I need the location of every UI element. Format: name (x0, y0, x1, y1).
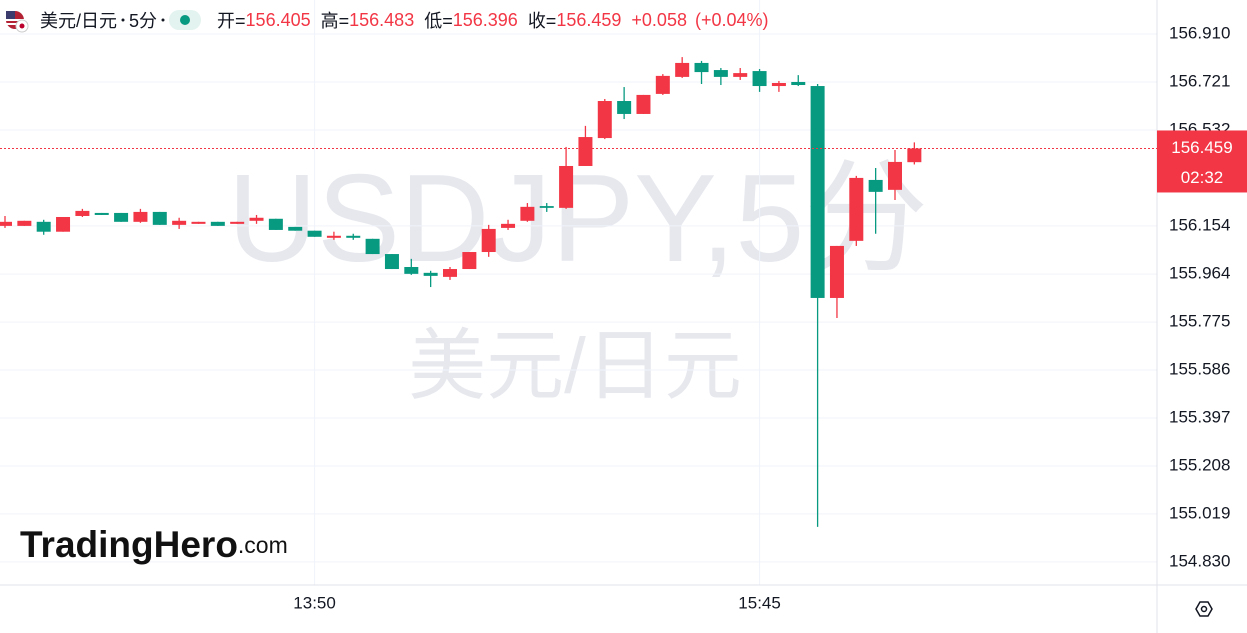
price-label: 156.459 (1171, 138, 1232, 157)
low-label: 低= (424, 11, 453, 31)
change: +0.058 (631, 9, 687, 30)
candle-body (520, 206, 535, 221)
candle-body (443, 269, 457, 277)
candle-body (655, 75, 670, 94)
y-tick-label: 156.154 (1169, 215, 1230, 234)
close-value: 156.459 (556, 9, 622, 30)
candle-body (501, 223, 516, 228)
candle-body (384, 254, 399, 270)
candle-body (346, 235, 361, 238)
candle-body (888, 161, 902, 190)
candle-body (462, 252, 477, 270)
close-label: 收= (527, 11, 557, 31)
candle-body (539, 206, 554, 208)
change-percent: (+0.04%) (694, 9, 769, 30)
candle-body (791, 81, 806, 86)
open-value: 156.405 (245, 9, 311, 30)
settings-button[interactable] (1195, 601, 1213, 617)
legend-bar: 美元/日元 5分 开= 156.405 高= 156.483 低= 156.39… (0, 6, 769, 34)
candle-body (133, 211, 148, 222)
high-label: 高= (320, 11, 350, 31)
candle-body (578, 137, 593, 166)
symbol[interactable]: 美元/日元 (40, 11, 118, 31)
price-label-box (1157, 130, 1247, 193)
settings-dot (1200, 605, 1208, 613)
logo-suffix: .com (238, 532, 288, 558)
candle-body (75, 210, 90, 216)
candle-body (268, 218, 283, 230)
market-status[interactable] (157, 6, 205, 34)
candle-body (230, 221, 245, 224)
separator (121, 18, 125, 22)
candle-body (326, 235, 341, 238)
candle-body (152, 211, 167, 225)
candle-body (713, 70, 728, 77)
y-tick-label: 156.721 (1169, 71, 1230, 90)
candle-body (423, 272, 438, 276)
countdown: 02:32 (1181, 168, 1224, 187)
candle-body (810, 86, 825, 298)
candle-body (733, 73, 748, 77)
flag-icon (6, 11, 29, 33)
candle-body (868, 179, 883, 192)
high-value: 156.483 (349, 9, 415, 30)
candle-body (559, 165, 574, 208)
y-tick-label: 155.586 (1169, 360, 1230, 379)
candle-body (17, 220, 32, 226)
candle-body (829, 245, 844, 298)
y-tick-label: 155.775 (1169, 312, 1230, 331)
candle-body (694, 62, 709, 73)
candle-body (94, 212, 109, 215)
candle-body (752, 71, 767, 87)
interval[interactable]: 5分 (129, 11, 158, 31)
candle-body (191, 221, 206, 224)
logo: TradingHero.com (20, 524, 288, 565)
logo-name: TradingHero (20, 524, 238, 565)
candle-body (675, 62, 690, 77)
candle-body (210, 221, 225, 226)
x-tick-label: 13:50 (293, 593, 336, 612)
candle-body (365, 238, 380, 255)
candle-body (481, 228, 496, 253)
candle-body (0, 221, 12, 226)
candle-body (36, 221, 51, 232)
open-label: 开= (217, 11, 246, 31)
y-tick-label: 155.208 (1169, 455, 1230, 474)
candle-body (404, 266, 419, 274)
y-tick-label: 154.830 (1169, 551, 1230, 570)
candle-body (907, 148, 922, 163)
low-value: 156.396 (452, 9, 518, 30)
y-tick-label: 155.964 (1169, 264, 1230, 283)
candle-body (114, 212, 129, 222)
candle-body (771, 82, 786, 87)
x-tick-label: 15:45 (738, 593, 781, 612)
y-tick-label: 156.910 (1169, 23, 1230, 42)
candle-body (597, 101, 612, 139)
y-tick-label: 155.019 (1169, 503, 1230, 522)
candle-body (288, 226, 303, 231)
y-tick-label: 155.397 (1169, 407, 1230, 426)
candle-body (849, 177, 864, 241)
candle-body (172, 220, 187, 225)
candle-body (636, 94, 651, 114)
candle-body (307, 230, 322, 237)
candle-body (617, 101, 632, 114)
candle-body (249, 217, 264, 221)
candle-body (56, 216, 71, 232)
watermark-sub: 美元/日元 (408, 322, 742, 410)
